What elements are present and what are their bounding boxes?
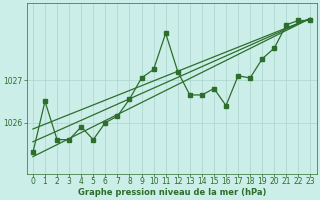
X-axis label: Graphe pression niveau de la mer (hPa): Graphe pression niveau de la mer (hPa): [77, 188, 266, 197]
